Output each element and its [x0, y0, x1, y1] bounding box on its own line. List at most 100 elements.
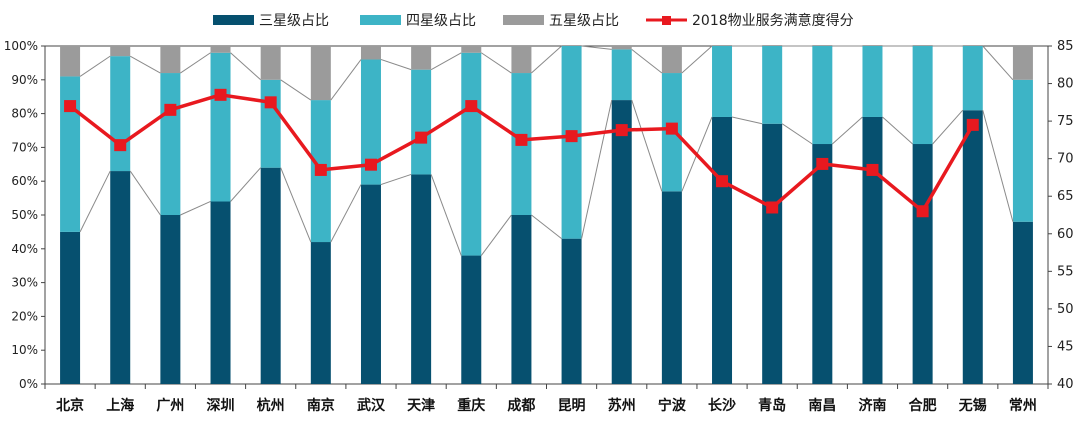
- series-connector-line: [180, 52, 211, 74]
- series-connector-line: [230, 167, 262, 202]
- y-left-tick-label: 100%: [4, 39, 38, 53]
- series-connector-line: [430, 174, 462, 256]
- x-tick-label: 合肥: [909, 397, 937, 414]
- bar-0: [1012, 221, 1033, 384]
- bar-1: [60, 76, 81, 232]
- bar-2: [1012, 46, 1033, 80]
- y-right-tick-label: 55: [1057, 264, 1074, 279]
- satisfaction-marker: [565, 130, 578, 143]
- series-connector-line: [280, 79, 312, 101]
- y-left-tick-label: 50%: [11, 208, 38, 222]
- series-connector-line: [330, 59, 362, 101]
- series-connector-line: [380, 173, 412, 186]
- x-tick-label: 天津: [407, 397, 435, 414]
- legend-line-marker: [662, 16, 671, 25]
- x-tick-label: 杭州: [257, 397, 285, 414]
- bar-0: [862, 116, 883, 384]
- bar-1: [210, 52, 231, 202]
- bar-2: [661, 46, 682, 74]
- y-right-tick-label: 50: [1057, 302, 1074, 317]
- series-connector-line: [531, 45, 562, 74]
- satisfaction-marker: [164, 103, 177, 116]
- legend-swatch-1: [360, 15, 401, 25]
- series-connector-line: [79, 170, 111, 233]
- series-connector-line: [531, 214, 562, 240]
- bar-1: [862, 46, 883, 117]
- satisfaction-marker: [766, 201, 779, 214]
- bar-1: [1012, 79, 1033, 222]
- y-left-tick-label: 90%: [11, 73, 38, 87]
- y-right-tick-label: 65: [1057, 189, 1074, 204]
- bar-0: [60, 231, 81, 384]
- x-tick-label: 济南: [858, 397, 886, 414]
- series-connector-line: [280, 167, 312, 243]
- y-right-tick-label: 75: [1057, 114, 1074, 129]
- x-tick-label: 重庆: [457, 397, 485, 414]
- satisfaction-marker: [465, 100, 478, 113]
- x-tick-label: 长沙: [708, 397, 736, 414]
- x-tick-label: 昆明: [558, 398, 586, 414]
- satisfaction-marker: [916, 205, 929, 218]
- x-tick-label: 青岛: [758, 397, 786, 414]
- legend-label-2: 五星级占比: [549, 13, 619, 29]
- bar-0: [110, 171, 131, 384]
- x-tick-label: 南昌: [808, 397, 836, 414]
- satisfaction-marker: [364, 158, 377, 171]
- satisfaction-marker: [816, 157, 829, 170]
- series-connector-line: [631, 99, 663, 192]
- bar-1: [712, 46, 733, 117]
- bar-1: [812, 46, 833, 145]
- series-connector-line: [781, 123, 813, 145]
- series-connector-line: [631, 48, 663, 74]
- bar-2: [511, 46, 532, 74]
- bar-0: [712, 116, 733, 384]
- series-connector-line: [882, 116, 913, 145]
- x-tick-label: 广州: [156, 397, 184, 414]
- bar-0: [812, 144, 833, 384]
- y-right-tick-label: 60: [1057, 227, 1074, 242]
- y-right-tick-label: 70: [1057, 152, 1074, 167]
- satisfaction-marker: [264, 96, 277, 109]
- bar-0: [962, 110, 983, 384]
- x-tick-label: 北京: [56, 397, 84, 414]
- y-right-tick-label: 45: [1057, 339, 1074, 354]
- bar-2: [611, 46, 632, 50]
- y-right-tick-label: 85: [1057, 39, 1074, 54]
- bar-0: [912, 144, 933, 384]
- series-connector-line: [932, 109, 964, 145]
- y-left-tick-label: 0%: [19, 377, 38, 391]
- series-connector-line: [129, 170, 161, 216]
- y-left-tick-label: 30%: [11, 276, 38, 290]
- plot-frame: [44, 45, 1049, 385]
- x-tick-label: 深圳: [207, 397, 235, 414]
- bar-2: [411, 46, 432, 70]
- bar-2: [461, 46, 482, 53]
- series-connector-line: [731, 116, 763, 125]
- bar-1: [160, 73, 181, 215]
- bar-1: [962, 46, 983, 111]
- bar-1: [912, 46, 933, 145]
- series-connector-line: [581, 45, 612, 50]
- legend-label-3: 2018物业服务满意度得分: [692, 12, 854, 29]
- satisfaction-marker: [966, 118, 979, 131]
- bar-0: [561, 238, 582, 384]
- satisfaction-marker: [665, 122, 678, 135]
- bar-1: [461, 52, 482, 256]
- x-tick-label: 常州: [1009, 397, 1037, 414]
- bar-0: [461, 255, 482, 384]
- bar-0: [511, 215, 532, 384]
- series-connector-line: [79, 55, 111, 77]
- y-left-tick-label: 70%: [11, 140, 38, 154]
- bar-2: [310, 46, 331, 101]
- bar-1: [260, 79, 281, 168]
- series-connector-line: [982, 45, 1014, 81]
- legend-swatch-2: [503, 15, 544, 25]
- x-tick-label: 宁波: [658, 397, 687, 414]
- x-tick-label: 苏州: [608, 397, 636, 414]
- bar-2: [260, 46, 281, 80]
- bar-1: [561, 46, 582, 239]
- y-left-tick-label: 40%: [11, 242, 38, 256]
- satisfaction-marker: [64, 100, 77, 113]
- bar-2: [360, 46, 381, 60]
